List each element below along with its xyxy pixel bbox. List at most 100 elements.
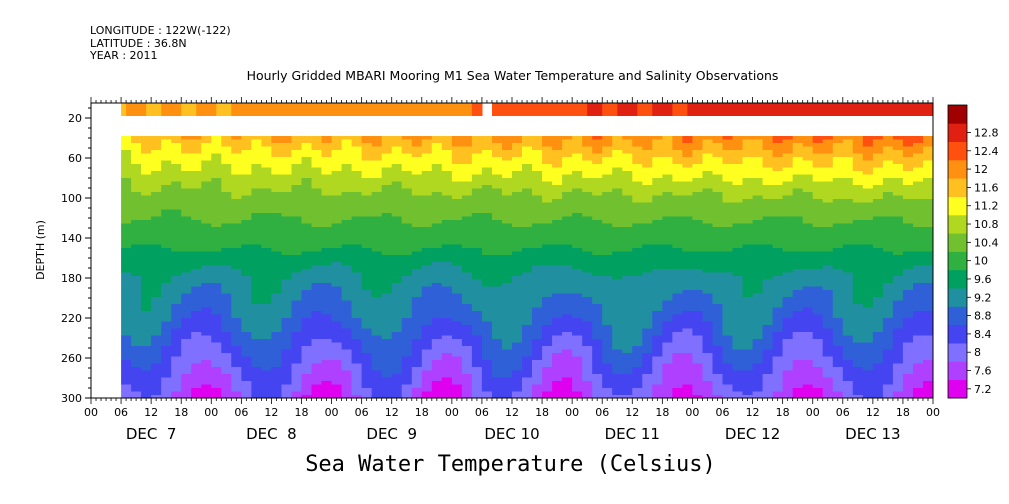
heatmap-cell [532, 269, 543, 274]
heatmap-cell [642, 251, 653, 256]
heatmap-cell [702, 311, 714, 316]
heatmap-cell [241, 223, 252, 228]
heatmap-cell [602, 384, 613, 389]
heatmap-cell [251, 300, 262, 305]
heatmap-cell [441, 360, 453, 365]
heatmap-cell [261, 199, 272, 204]
heatmap-cell [712, 164, 724, 169]
heatmap-cell [141, 230, 152, 235]
heatmap-cell [702, 370, 714, 375]
heatmap-cell [251, 220, 262, 225]
heatmap-cell [542, 384, 553, 389]
heatmap-cell [652, 374, 663, 379]
heatmap-cell [431, 220, 443, 225]
heatmap-cell [361, 314, 373, 319]
heatmap-cell [401, 384, 413, 389]
heatmap-cell [411, 202, 423, 207]
heatmap-cell [221, 349, 232, 354]
heatmap-cell [231, 251, 242, 256]
heatmap-cell [221, 328, 232, 333]
heatmap-cell [231, 188, 242, 193]
heatmap-cell [191, 391, 202, 396]
heatmap-cell [712, 178, 724, 183]
heatmap-cell [291, 251, 303, 256]
heatmap-cell [672, 367, 683, 372]
heatmap-cell [451, 139, 463, 144]
heatmap-cell [742, 139, 754, 144]
heatmap-cell [311, 395, 323, 398]
heatmap-cell [522, 209, 533, 214]
heatmap-cell [572, 230, 583, 235]
heatmap-cell [612, 321, 623, 326]
heatmap-cell [582, 272, 593, 277]
heatmap-cell [171, 370, 182, 375]
heatmap-cell [201, 286, 212, 291]
heatmap-cell [321, 391, 333, 396]
heatmap-cell [612, 153, 623, 158]
heatmap-cell [131, 171, 142, 176]
heatmap-cell [502, 188, 513, 193]
heatmap-cell [361, 283, 373, 288]
heatmap-cell [281, 311, 293, 316]
heatmap-cell [431, 370, 443, 375]
heatmap-cell [471, 227, 483, 232]
heatmap-cell [782, 150, 794, 155]
heatmap-cell [231, 136, 242, 141]
heatmap-cell [421, 244, 433, 249]
heatmap-cell [502, 349, 513, 354]
heatmap-cell [281, 307, 293, 312]
heatmap-cell [682, 157, 693, 162]
heatmap-cell [532, 195, 543, 200]
heatmap-cell [562, 230, 573, 235]
heatmap-cell [131, 328, 142, 333]
heatmap-cell [141, 157, 152, 162]
heatmap-cell [471, 171, 483, 176]
heatmap-cell [221, 199, 232, 204]
heatmap-cell [441, 157, 453, 162]
heatmap-cell [301, 213, 313, 218]
heatmap-cell [281, 318, 293, 323]
heatmap-cell [271, 160, 282, 165]
heatmap-cell [401, 216, 413, 221]
heatmap-cell [692, 262, 703, 267]
heatmap-cell [622, 150, 633, 155]
heatmap-cell [702, 185, 714, 190]
heatmap-cell [492, 167, 503, 172]
heatmap-cell [171, 220, 182, 225]
heatmap-cell [171, 146, 182, 151]
heatmap-cell [331, 353, 343, 358]
heatmap-cell [672, 360, 683, 365]
heatmap-cell [562, 314, 573, 319]
heatmap-cell [271, 381, 282, 386]
heatmap-cell [421, 237, 433, 242]
heatmap-cell [311, 136, 323, 141]
heatmap-cell [221, 223, 232, 228]
heatmap-cell [351, 388, 363, 393]
heatmap-cell [722, 300, 734, 305]
heatmap-cell [642, 374, 653, 379]
heatmap-cell [481, 279, 493, 284]
heatmap-cell [562, 237, 573, 242]
heatmap-cell [261, 258, 272, 263]
heatmap-cell [572, 293, 583, 298]
heatmap-cell [191, 171, 202, 176]
heatmap-cell [341, 356, 353, 361]
heatmap-cell [131, 346, 142, 351]
heatmap-cell [291, 188, 303, 193]
heatmap-cell [602, 377, 613, 382]
heatmap-cell [301, 318, 313, 323]
heatmap-cell [632, 230, 643, 235]
heatmap-cell [221, 265, 232, 270]
heatmap-cell [361, 188, 373, 193]
heatmap-cell [161, 258, 172, 263]
heatmap-cell [151, 234, 162, 239]
heatmap-cell [602, 185, 613, 190]
heatmap-cell [141, 178, 152, 183]
heatmap-cell [481, 363, 493, 368]
heatmap-cell [211, 220, 222, 225]
heatmap-cell [341, 153, 353, 158]
heatmap-cell [461, 146, 473, 151]
heatmap-cell [141, 199, 152, 204]
heatmap-cell [321, 213, 333, 218]
heatmap-cell [632, 202, 643, 207]
